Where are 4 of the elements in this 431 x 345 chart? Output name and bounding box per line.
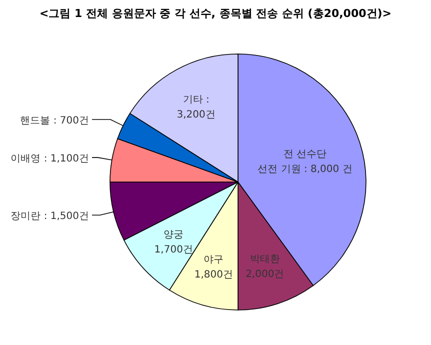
slice-label: 장미란 : 1,500건 <box>10 211 89 222</box>
slice-label: 핸드볼 : 700건 <box>20 116 89 127</box>
slice-label: 이배영 : 1,100건 <box>10 154 89 165</box>
title: <그림 1 전체 응원문자 중 각 선수, 종목별 전송 순위 (총20,000건)> <box>39 7 392 20</box>
